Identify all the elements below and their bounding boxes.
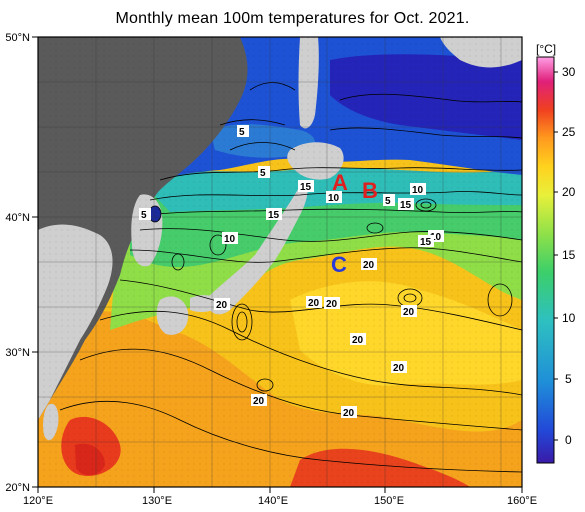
colorbar-tick-label: 0 [565, 433, 572, 447]
contour-label: 10 [430, 232, 442, 243]
contour-label: 20 [326, 299, 338, 310]
colorbar-tick-label: 25 [562, 125, 576, 139]
marker-b: B [362, 178, 378, 203]
contour-label: 10 [224, 234, 236, 245]
lon-tick-label: 150°E [374, 495, 404, 507]
colorbar: [°C] 30 25 20 15 10 5 0 [536, 42, 576, 464]
plot-frame [37, 36, 523, 488]
colorbar-tick-label: 10 [562, 311, 576, 325]
contour-label: 15 [400, 200, 412, 211]
lat-tick-label: 30°N [5, 347, 30, 359]
graticule [38, 37, 522, 487]
contour-label: 20 [308, 298, 320, 309]
contour-label: 10 [412, 185, 424, 196]
lat-tick-label: 50°N [5, 32, 30, 44]
colorbar-tick-label: 30 [562, 65, 576, 79]
lon-tick-label: 160°E [507, 495, 537, 507]
contour-label: 5 [239, 127, 245, 138]
contour-label: 20 [352, 335, 364, 346]
contour-label: 20 [363, 260, 375, 271]
lat-tick-label: 40°N [5, 212, 30, 224]
contour-label-group: 5 5 5 15 10 5 10 15 15 10 10 15 20 20 20… [139, 125, 444, 419]
colorbar-tick-label: 20 [562, 185, 576, 199]
colorbar-tick-label: 15 [562, 248, 576, 262]
contour-label: 15 [420, 237, 432, 248]
lon-tick-label: 140°E [258, 495, 288, 507]
contour-label: 20 [403, 307, 415, 318]
contour-label: 20 [343, 408, 355, 419]
colorbar-tick-label: 5 [565, 372, 572, 386]
contour-label: 15 [268, 210, 280, 221]
isotherm-lines [59, 82, 522, 473]
lat-tick-label: 20°N [5, 482, 30, 494]
colorbar-gradient [536, 56, 555, 464]
contour-label: 5 [260, 168, 266, 179]
contour-label: 5 [385, 196, 391, 207]
contour-label: 15 [300, 182, 312, 193]
lon-tick-label: 120°E [23, 495, 53, 507]
lon-tick-label: 130°E [142, 495, 172, 507]
axis-ticks [32, 36, 523, 493]
marker-a: A [332, 170, 348, 195]
map-plot-area: 5 5 5 15 10 5 10 15 15 10 10 15 20 20 20… [38, 37, 522, 487]
figure-title: Monthly mean 100m temperatures for Oct. … [115, 10, 470, 27]
contour-label: 20 [216, 300, 228, 311]
contour-label: 5 [141, 210, 147, 221]
colorbar-unit: [°C] [536, 42, 556, 56]
contour-label: 20 [393, 363, 405, 374]
contour-label: 10 [328, 193, 340, 204]
contour-label: 20 [253, 396, 265, 407]
marker-c: C [331, 252, 347, 277]
